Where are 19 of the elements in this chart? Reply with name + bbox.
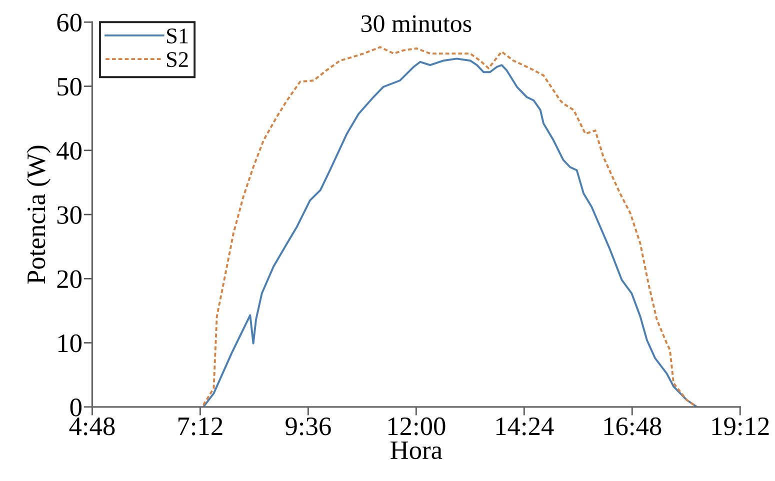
x-tick-label: 12:00 [388, 417, 446, 436]
x-tick-label: 16:48 [604, 417, 662, 436]
legend-label: S1 [167, 28, 188, 44]
y-tick-label: 20 [57, 270, 82, 288]
y-tick-label: 10 [58, 334, 82, 352]
x-tick-label: 7:12 [178, 417, 222, 436]
y-axis-title: Potencia (W) [26, 146, 51, 284]
x-axis-title: Hora [390, 442, 442, 460]
x-tick-label: 4:48 [69, 417, 115, 436]
y-tick-label: 40 [56, 142, 82, 160]
y-tick-label: 0 [70, 398, 82, 416]
y-tick-label: 60 [57, 14, 82, 32]
x-tick-label: 9:36 [286, 417, 331, 436]
y-tick-label: 50 [58, 78, 82, 96]
legend-label: S2 [167, 52, 188, 68]
x-tick-label: 14:24 [496, 417, 554, 436]
y-tick-label: 30 [57, 206, 82, 224]
x-tick-label: 19:12 [712, 417, 769, 436]
chart-title: 30 minutos [361, 15, 472, 32]
